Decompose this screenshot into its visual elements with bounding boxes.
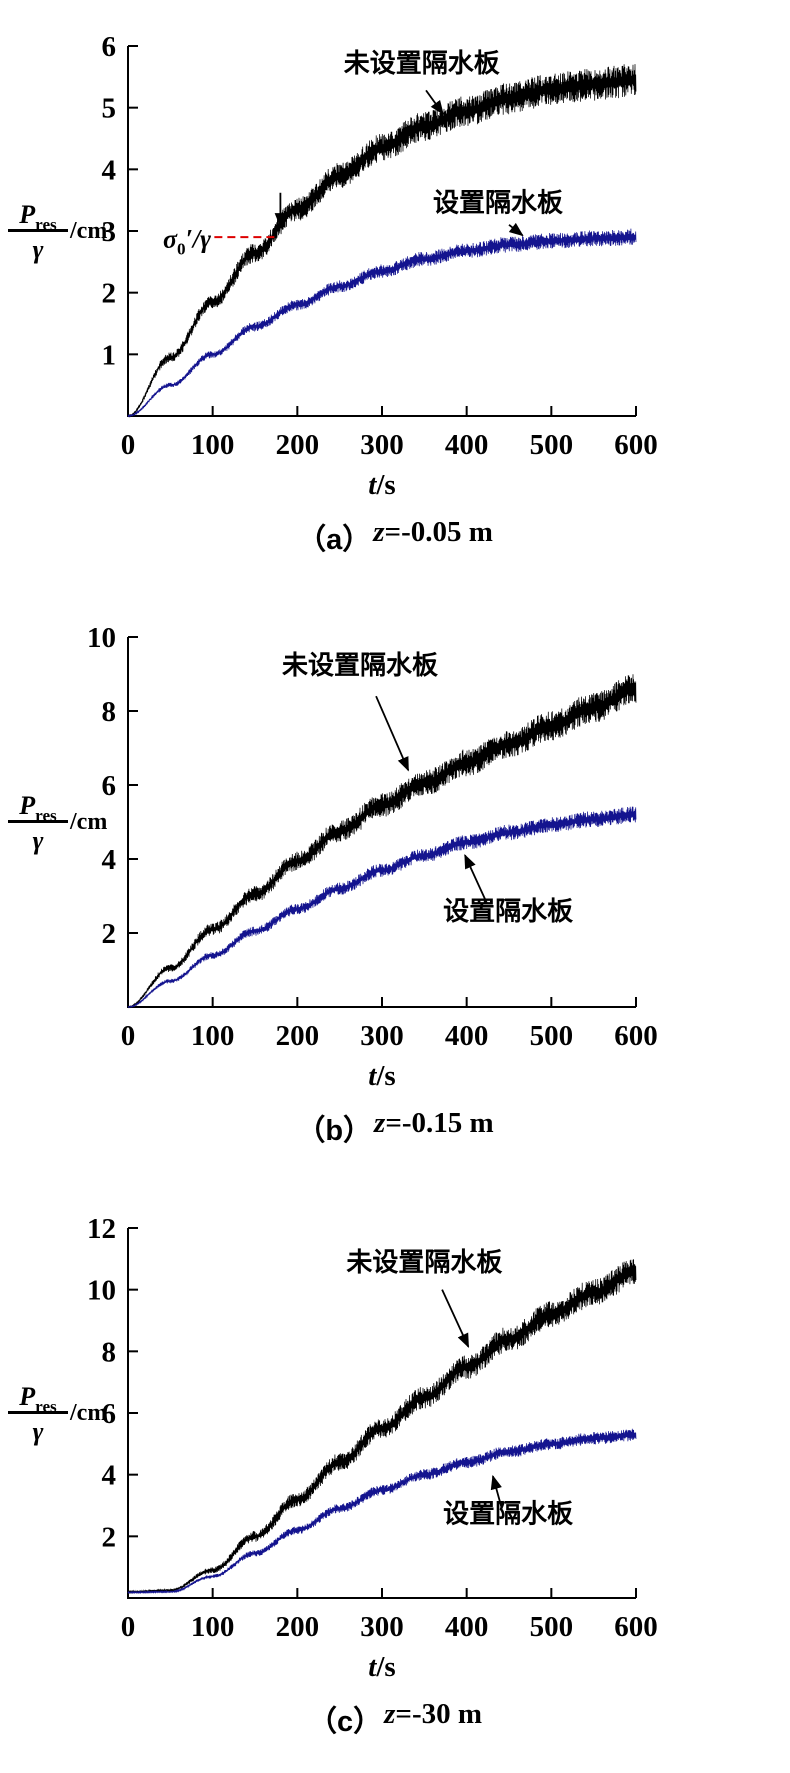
series-without-plate (127, 64, 637, 418)
series-without-plate (127, 1259, 637, 1595)
x-tick-label: 600 (614, 1611, 658, 1643)
y-axis-label-numerator: Pres (18, 1382, 57, 1416)
x-axis-label: t/s (368, 1060, 395, 1091)
x-tick-label: 400 (445, 1611, 489, 1643)
chart-block-c: 2 4 6 8 10 12 0 100 200 300 400 500 600 t/s Pres γ/cm 未设… (0, 1182, 790, 1773)
series-label-without-plate: 未设置隔水板 (344, 48, 500, 78)
x-tick-label: 600 (614, 429, 658, 461)
x-tick-label: 100 (191, 429, 235, 461)
annotation-arrow-with-plate (508, 222, 524, 237)
chart-plot-c: 2 4 6 8 10 12 0 100 200 300 400 500 600 t/s Pres γ/cm 未设… (0, 1182, 790, 1683)
caption-variable: z (374, 1107, 386, 1139)
y-tick-label: 2 (102, 918, 117, 950)
series-with-plate (127, 806, 637, 1009)
y-axis-label-denominator: γ (33, 1417, 44, 1446)
y-tick-label: 10 (87, 622, 116, 654)
chart-plot-a: 1 2 3 4 5 6 0 100 200 300 400 500 600 t/s Pres γ/cm 未设置隔… (0, 0, 790, 501)
y-axis-label-unit: /cm (69, 1400, 107, 1426)
fraction-bar (8, 820, 68, 823)
caption-index: （c） (307, 1706, 383, 1738)
series-label-with-plate: 设置隔水板 (433, 187, 563, 217)
y-tick-label: 8 (102, 1336, 117, 1368)
ref-line-label: σ0′/γ (163, 224, 211, 258)
caption-value: =-0.15 m (385, 1107, 494, 1139)
chart-plot-b: 2 4 6 8 10 0 100 200 300 400 500 600 t/s Pres γ/cm 未设置隔… (0, 591, 790, 1092)
x-tick-label: 200 (276, 1020, 320, 1052)
chart-a-caption: （a） z =-0.05 m (0, 500, 790, 591)
series-label-without-plate: 未设置隔水板 (346, 1247, 502, 1277)
annotation-arrow-without-plate (425, 89, 444, 116)
fraction-bar (8, 1411, 68, 1414)
annotation-arrow-with-plate (490, 1474, 503, 1508)
y-axis-label-numerator: Pres (18, 200, 57, 234)
x-tick-label: 100 (191, 1611, 235, 1643)
y-tick-label: 6 (102, 1398, 117, 1430)
x-tick-label: 300 (360, 1020, 404, 1052)
y-tick-label: 8 (102, 696, 117, 728)
annotation-arrow-without-plate (441, 1289, 470, 1349)
x-tick-label: 100 (191, 1020, 235, 1052)
x-tick-label: 600 (614, 1020, 658, 1052)
y-tick-label: 4 (102, 844, 117, 876)
caption-variable: z (373, 516, 385, 548)
x-tick-label: 500 (530, 1020, 574, 1052)
y-tick-label: 2 (102, 278, 117, 310)
y-tick-label: 4 (102, 1460, 117, 1492)
y-tick-label: 5 (102, 93, 117, 125)
caption-value: =-30 m (395, 1698, 483, 1730)
chart-c-caption: （c） z =-30 m (0, 1682, 790, 1773)
chart-block-b: 2 4 6 8 10 0 100 200 300 400 500 600 t/s Pres γ/cm 未设置隔… (0, 591, 790, 1182)
x-tick-label: 300 (360, 429, 404, 461)
y-tick-label: 3 (102, 216, 117, 248)
x-tick-label: 0 (121, 1611, 136, 1643)
chart-b-caption: （b） z =-0.15 m (0, 1091, 790, 1182)
caption-index: （b） (296, 1115, 373, 1147)
x-axis-label: t/s (368, 469, 395, 500)
x-tick-label: 200 (276, 1611, 320, 1643)
fraction-bar (8, 229, 68, 232)
y-tick-label: 2 (102, 1521, 117, 1553)
y-axis-label-denominator: γ (33, 235, 44, 264)
caption-variable: z (384, 1698, 396, 1730)
y-tick-label: 4 (102, 154, 117, 186)
y-tick-label: 12 (87, 1213, 116, 1245)
chart-block-a: 1 2 3 4 5 6 0 100 200 300 400 500 600 t/s Pres γ/cm 未设置隔… (0, 0, 790, 591)
y-tick-label: 6 (102, 31, 117, 63)
caption-value: =-0.05 m (384, 516, 493, 548)
y-axis-label-unit: /cm (69, 809, 107, 835)
series-with-plate (127, 1428, 637, 1595)
y-axis-label-unit: /cm (69, 218, 107, 244)
x-axis-label: t/s (368, 1651, 395, 1682)
y-tick-label: 6 (102, 770, 117, 802)
annotation-arrow-with-plate (464, 853, 488, 904)
x-tick-label: 400 (445, 1020, 489, 1052)
y-tick-label: 10 (87, 1275, 116, 1307)
x-tick-label: 500 (530, 429, 574, 461)
x-tick-label: 500 (530, 1611, 574, 1643)
axes (127, 1228, 636, 1599)
x-tick-label: 200 (276, 429, 320, 461)
x-tick-label: 0 (121, 1020, 136, 1052)
annotation-arrow-without-plate (375, 695, 410, 772)
series-label-with-plate: 设置隔水板 (443, 896, 573, 926)
x-tick-label: 300 (360, 1611, 404, 1643)
caption-index: （a） (297, 524, 372, 556)
y-axis-label-denominator: γ (33, 826, 44, 855)
x-tick-label: 0 (121, 429, 136, 461)
x-tick-label: 400 (445, 429, 489, 461)
y-axis-label-numerator: Pres (18, 791, 57, 825)
series-label-without-plate: 未设置隔水板 (282, 650, 438, 680)
series-with-plate (127, 228, 637, 418)
series-label-with-plate: 设置隔水板 (443, 1498, 573, 1528)
y-tick-label: 1 (102, 339, 117, 371)
series-without-plate (127, 674, 637, 1009)
